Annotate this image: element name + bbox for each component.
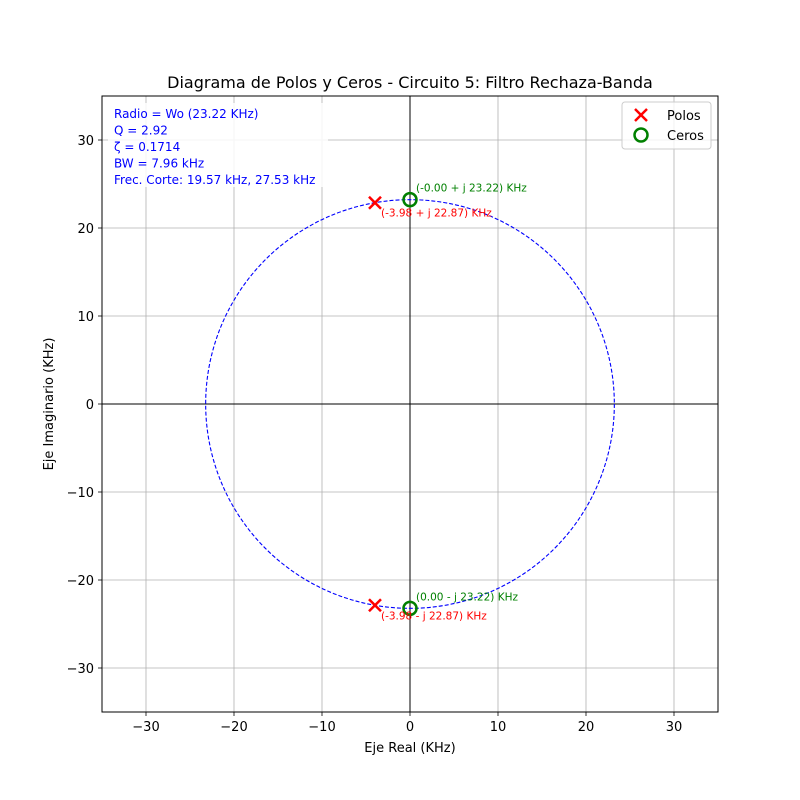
info-box: Radio = Wo (23.22 KHz) Q = 2.92 ζ = 0.1714…	[108, 103, 328, 187]
chart-title: Diagrama de Polos y Ceros - Circuito 5: …	[167, 73, 653, 92]
zero-label: (-0.00 + j 23.22) KHz	[416, 183, 527, 195]
y-tick-label: 0	[86, 398, 94, 413]
legend-pole-marker	[634, 108, 648, 122]
pole-label: (-3.98 - j 22.87) KHz	[381, 610, 487, 622]
y-tick-label: 30	[77, 134, 94, 149]
legend-frame	[621, 101, 712, 150]
x-axis-label: Eje Real (KHz)	[364, 741, 455, 756]
annotations-layer: (-3.98 + j 22.87) KHz (-3.98 - j 22.87) K…	[381, 183, 527, 623]
legend-label: Polos	[667, 109, 701, 124]
pole-x-stroke	[634, 108, 648, 122]
info-box-line: Radio = Wo (23.22 KHz)	[114, 107, 258, 121]
y-axis-label: Eje Imaginario (KHz)	[42, 338, 57, 471]
pole-label: (-3.98 + j 22.87) KHz	[381, 208, 492, 220]
x-tick-label: −10	[308, 720, 335, 735]
info-box-line: Frec. Corte: 19.57 kHz, 27.53 kHz	[114, 173, 315, 187]
zero-axes	[102, 96, 718, 712]
info-box-background	[108, 103, 328, 187]
y-axis-ticks: −30 −20 −10 0 10 20 30	[67, 134, 102, 677]
radius-circle-layer	[205, 199, 615, 609]
pole-marker	[368, 195, 382, 210]
x-tick-label: 10	[490, 720, 507, 735]
y-tick-label: −10	[67, 486, 94, 501]
legend: Polos Ceros	[621, 101, 712, 150]
info-box-line: ζ = 0.1714	[114, 140, 180, 154]
x-tick-label: 30	[666, 720, 683, 735]
pole-x-stroke	[368, 195, 382, 210]
legend-zero-marker	[633, 127, 649, 143]
legend-items: Polos Ceros	[633, 108, 704, 144]
pole-x-stroke	[368, 598, 382, 613]
zero-marker	[402, 191, 418, 208]
y-tick-label: 10	[77, 310, 94, 325]
zero-label: (0.00 - j 23.22) KHz	[416, 591, 518, 603]
info-box-line: Q = 2.92	[114, 124, 168, 138]
y-tick-label: 20	[77, 222, 94, 237]
legend-label: Ceros	[667, 129, 704, 144]
x-axis-ticks: −30 −20 −10 0 10 20 30	[132, 712, 682, 735]
zero-marker	[402, 600, 418, 617]
x-tick-label: 0	[406, 720, 414, 735]
radius-circle	[205, 199, 615, 609]
markers-layer	[368, 191, 418, 617]
plot-area: (-3.98 + j 22.87) KHz (-3.98 - j 22.87) K…	[101, 95, 719, 713]
x-tick-label: −30	[132, 720, 159, 735]
info-box-line: BW = 7.96 kHz	[114, 157, 204, 171]
y-tick-label: −30	[67, 662, 94, 677]
x-tick-label: −20	[220, 720, 247, 735]
y-tick-label: −20	[67, 574, 94, 589]
pole-marker	[368, 598, 382, 613]
x-tick-label: 20	[578, 720, 595, 735]
